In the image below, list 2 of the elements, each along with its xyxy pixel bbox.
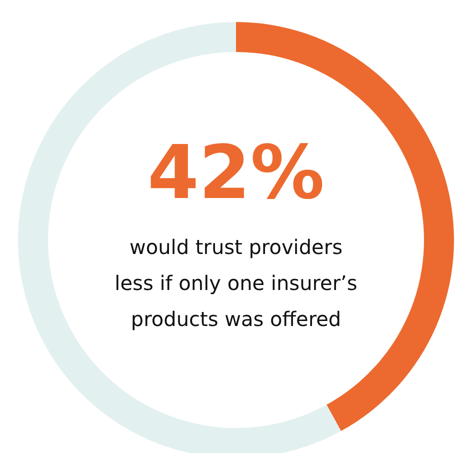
text: would trust providers less if only one insurer’s products was offered [114,235,358,331]
data-label: 42% [147,130,325,216]
